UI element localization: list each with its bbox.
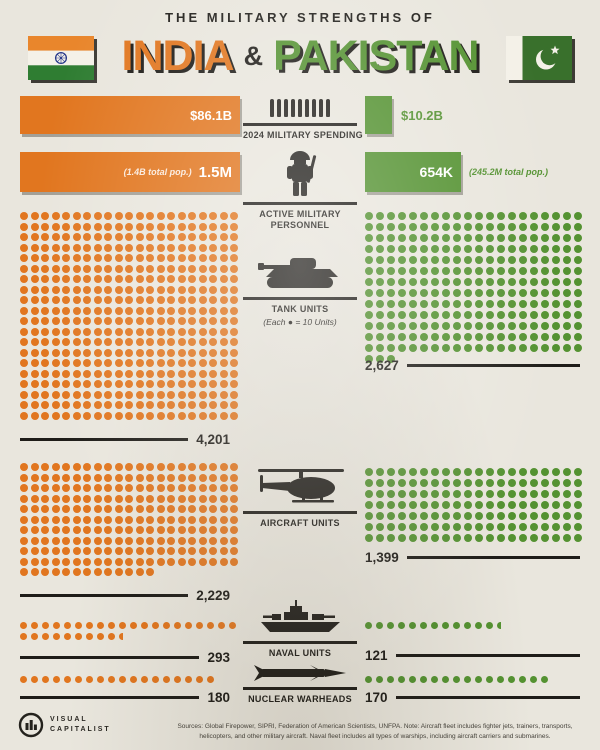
section-rule [243, 123, 357, 126]
india-personnel-value: 1.5M [198, 163, 232, 181]
kicker-title: THE MILITARY STRENGTHS OF [165, 10, 435, 25]
title-ampersand: & [243, 40, 264, 71]
india-nuclear-dot-grid [20, 676, 216, 683]
pakistan-tanks-dot-grid [365, 212, 584, 363]
pakistan-personnel-value: 654K [419, 164, 453, 180]
pakistan-flag-icon [506, 36, 572, 80]
section-nuclear: NUCLEAR WARHEADS [243, 664, 357, 705]
naval-label: NAVAL UNITS [268, 648, 332, 658]
spending-label: 2024 MILITARY SPENDING [243, 130, 363, 140]
pakistan-tanks-value: 2,627 [365, 358, 399, 373]
tank-icon [243, 252, 357, 292]
title-india: INDIA [121, 31, 235, 80]
pakistan-aircraft-count: 1,399 [365, 550, 580, 565]
count-rule [20, 656, 200, 659]
india-aircraft-count: 2,229 [20, 588, 230, 603]
section-tanks: TANK UNITS (Each ● = 10 Units) [243, 252, 357, 327]
tanks-label: TANK UNITS [271, 304, 329, 314]
section-rule [243, 641, 357, 644]
bullets-icon [243, 92, 357, 118]
count-rule [406, 556, 580, 559]
india-personnel-bar: (1.4B total pop.) 1.5M [20, 152, 240, 192]
pakistan-population-note: (245.2M total pop.) [469, 167, 549, 177]
section-rule [243, 202, 357, 205]
section-naval: NAVAL UNITS [243, 598, 357, 659]
india-aircraft-value: 2,229 [196, 588, 230, 603]
india-spending-value: $86.1B [190, 107, 232, 123]
india-aircraft-dot-grid [20, 463, 240, 576]
india-population-note: (1.4B total pop.) [123, 167, 192, 177]
nuclear-label: NUCLEAR WARHEADS [248, 694, 352, 704]
pakistan-naval-count: 121 [365, 648, 580, 663]
pakistan-personnel-bar: 654K [365, 152, 461, 192]
count-rule [20, 438, 189, 441]
brand-line1: VISUAL [50, 715, 88, 723]
pakistan-aircraft-dot-grid [365, 468, 584, 542]
section-aircraft: AIRCRAFT UNITS [243, 466, 357, 529]
main-title: INDIA & PAKISTAN [96, 28, 504, 84]
india-flag-icon [28, 36, 94, 80]
india-tanks-dot-grid [20, 212, 240, 420]
count-rule [395, 696, 580, 699]
helicopter-icon [243, 466, 357, 506]
count-rule [406, 364, 580, 367]
pakistan-naval-dot-grid [365, 622, 583, 629]
missile-icon [243, 664, 357, 682]
pakistan-naval-value: 121 [365, 648, 388, 663]
section-rule [243, 297, 357, 300]
personnel-label: ACTIVE MILITARY PERSONNEL [259, 209, 341, 231]
india-tanks-value: 4,201 [196, 432, 230, 447]
pakistan-aircraft-value: 1,399 [365, 550, 399, 565]
soldier-icon [243, 149, 357, 197]
india-naval-dot-grid [20, 622, 238, 640]
pakistan-nuclear-value: 170 [365, 690, 388, 705]
sources-note: Sources: Global Firepower, SIPRI, Federa… [177, 723, 573, 741]
brand-line2: CAPITALIST [50, 726, 111, 733]
india-tanks-count: 4,201 [20, 432, 230, 447]
visual-capitalist-logo: VISUAL CAPITALIST [18, 712, 111, 738]
section-personnel: ACTIVE MILITARY PERSONNEL [243, 149, 357, 232]
aircraft-label: AIRCRAFT UNITS [260, 518, 340, 528]
india-naval-value: 293 [207, 650, 230, 665]
pakistan-spending-bar [365, 96, 392, 134]
section-rule [243, 687, 357, 690]
section-rule [243, 511, 357, 514]
pakistan-tanks-count: 2,627 [365, 358, 580, 373]
pakistan-nuclear-dot-grid [365, 676, 550, 683]
pakistan-nuclear-count: 170 [365, 690, 580, 705]
india-spending-bar: $86.1B [20, 96, 240, 134]
india-nuclear-count: 180 [20, 690, 230, 705]
pakistan-spending-value: $10.2B [401, 107, 443, 123]
count-rule [20, 696, 200, 699]
count-rule [395, 654, 580, 657]
section-spending: 2024 MILITARY SPENDING [243, 92, 363, 141]
warship-icon [243, 598, 357, 636]
india-naval-count: 293 [20, 650, 230, 665]
india-nuclear-value: 180 [207, 690, 230, 705]
tanks-legend: (Each ● = 10 Units) [263, 317, 337, 328]
vc-logo-icon [18, 712, 44, 738]
title-pakistan: PAKISTAN [273, 31, 479, 80]
count-rule [20, 594, 189, 597]
